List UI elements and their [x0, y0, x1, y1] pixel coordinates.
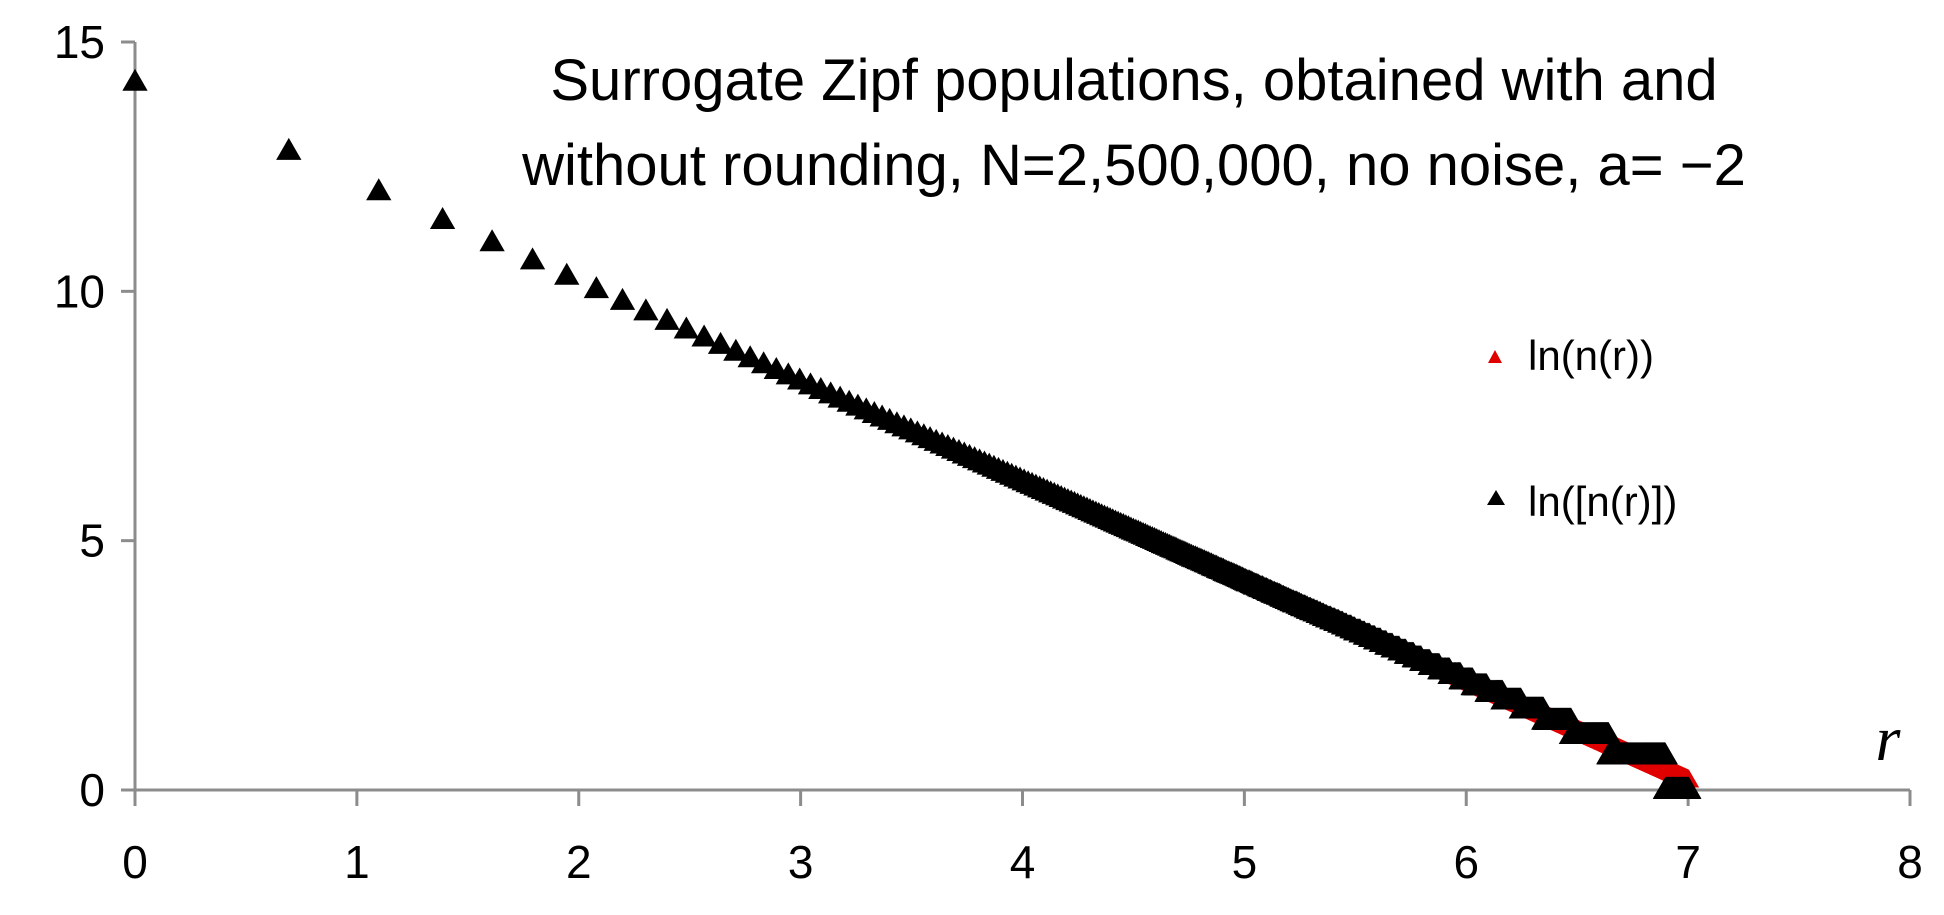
- x-tick-label: 4: [1010, 836, 1036, 888]
- data-point-ln-rounded-n-r: [707, 331, 734, 354]
- x-tick-label: 3: [788, 836, 814, 888]
- data-point-ln-rounded-n-r: [737, 345, 763, 368]
- x-tick-label: 1: [344, 836, 370, 888]
- legend-item-ln-rounded-n-r: ln([n(r)]): [1487, 478, 1677, 525]
- data-point-ln-rounded-n-r: [276, 137, 302, 160]
- y-tick-label: 0: [79, 764, 105, 816]
- data-point-ln-rounded-n-r: [609, 287, 636, 310]
- y-tick-label: 15: [54, 16, 105, 68]
- x-tick-label: 7: [1675, 836, 1701, 888]
- x-axis-variable-label: r: [1876, 703, 1902, 774]
- legend-marker-red-triangle: [1488, 350, 1502, 363]
- x-tick-label: 6: [1453, 836, 1479, 888]
- data-point-ln-rounded-n-r: [633, 298, 659, 321]
- data-point-ln-rounded-n-r: [429, 206, 456, 229]
- x-tick-label: 0: [122, 836, 148, 888]
- legend-marker-black-triangle: [1487, 490, 1505, 505]
- chart-title-line-2: without rounding, N=2,500,000, no noise,…: [521, 133, 1746, 198]
- chart-title: Surrogate Zipf populations, obtained wit…: [521, 48, 1746, 198]
- data-point-ln-rounded-n-r: [750, 351, 777, 374]
- data-point-ln-rounded-n-r: [1595, 722, 1622, 745]
- legend-label-ln-rounded-n-r: ln([n(r)]): [1528, 478, 1677, 525]
- x-tick-label: 5: [1232, 836, 1258, 888]
- y-tick-label: 10: [54, 265, 105, 317]
- x-tick-label: 8: [1897, 836, 1923, 888]
- data-point-ln-rounded-n-r: [1676, 776, 1702, 799]
- y-tick-label: 5: [79, 515, 105, 567]
- legend-item-ln-n-r: ln(n(r)): [1488, 332, 1654, 379]
- legend-label-ln-n-r: ln(n(r)): [1528, 332, 1654, 379]
- data-point-ln-rounded-n-r: [691, 324, 717, 347]
- data-point-ln-rounded-n-r: [673, 316, 699, 339]
- data-point-ln-rounded-n-r: [366, 178, 392, 201]
- data-point-ln-rounded-n-r: [723, 338, 749, 361]
- series-layer: [122, 68, 1702, 799]
- data-point-ln-rounded-n-r: [654, 307, 680, 330]
- y-ticks: 0 5 10 15: [54, 16, 135, 816]
- x-ticks: 0 1 2 3 4 5 6 7 8: [122, 790, 1923, 888]
- data-point-ln-rounded-n-r: [1652, 742, 1678, 765]
- data-point-ln-rounded-n-r: [479, 229, 505, 252]
- data-point-ln-rounded-n-r: [122, 68, 148, 91]
- x-tick-label: 2: [566, 836, 592, 888]
- chart-title-line-1: Surrogate Zipf populations, obtained wit…: [550, 48, 1717, 113]
- legend: ln(n(r)) ln([n(r)]): [1487, 332, 1677, 525]
- data-point-ln-rounded-n-r: [583, 276, 610, 299]
- data-point-ln-rounded-n-r: [519, 247, 546, 270]
- data-point-ln-rounded-n-r: [554, 262, 580, 285]
